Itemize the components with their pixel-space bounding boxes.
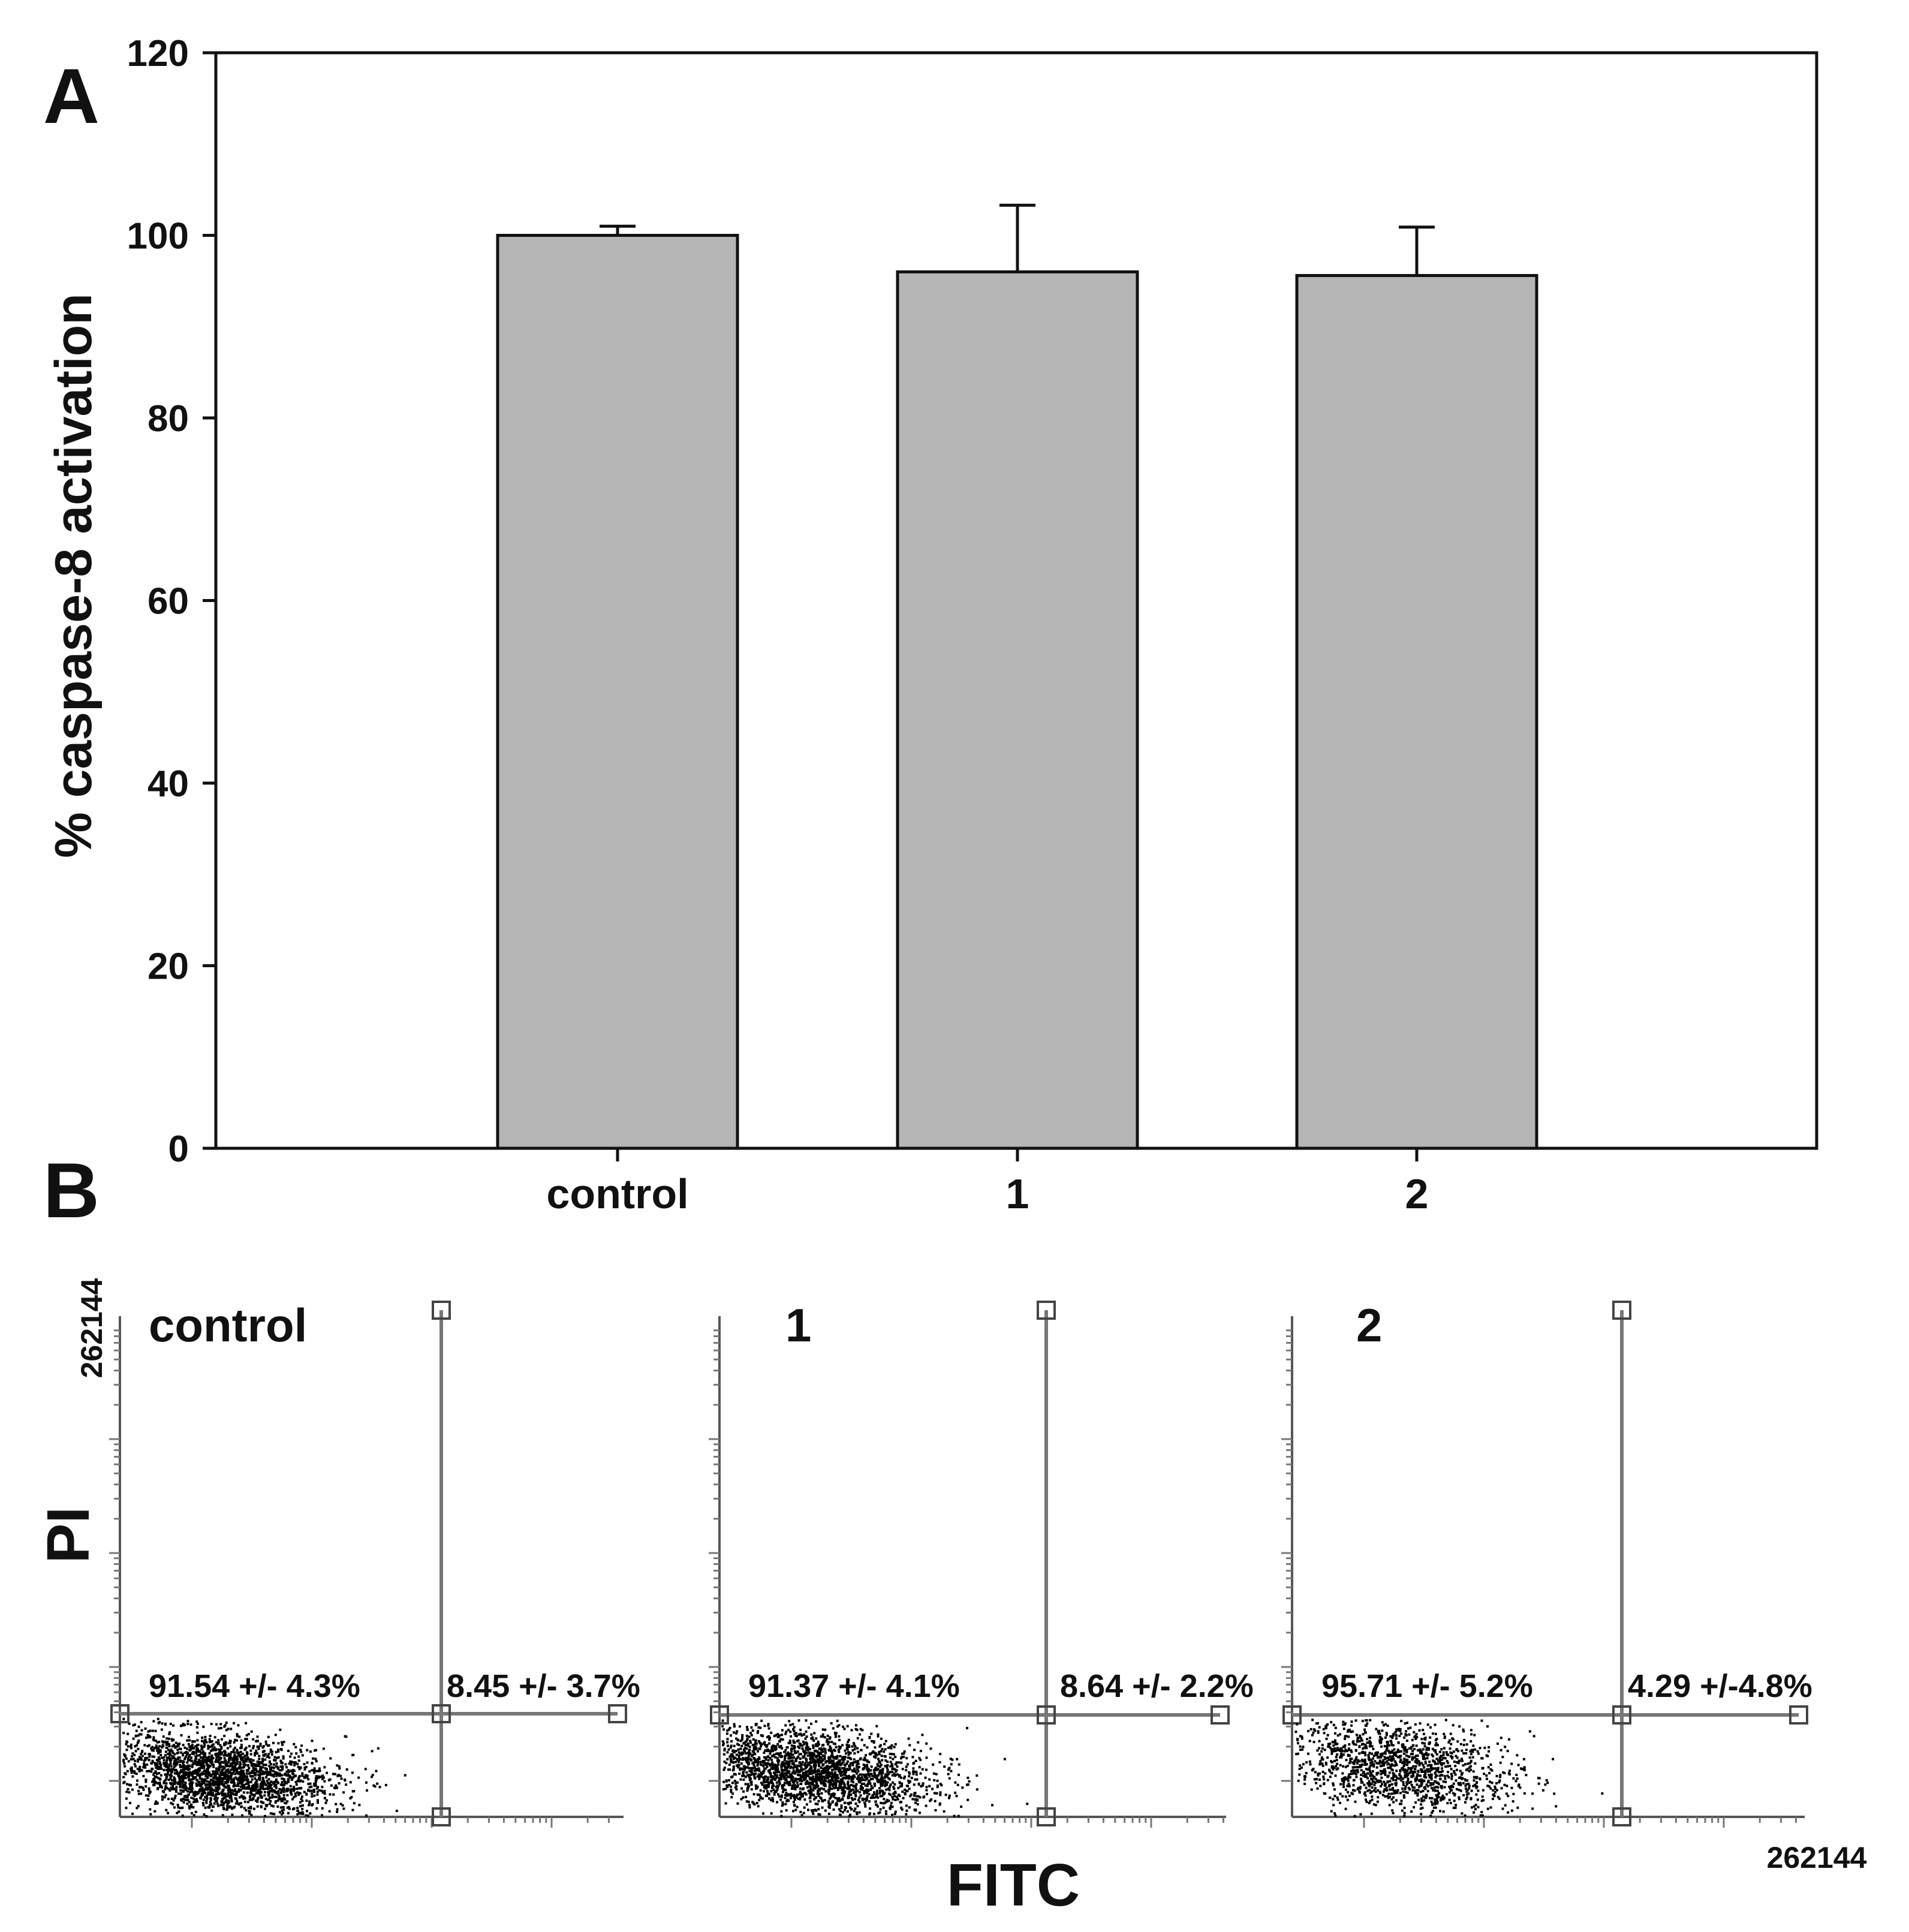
quadrant-handle: [1612, 1807, 1631, 1826]
flow-plot-1: 1 91.37 +/- 4.1% 8.64 +/- 2.2%: [709, 1299, 1254, 1828]
quadrant-handle: [110, 1704, 130, 1723]
cell-dots: [122, 1717, 407, 1817]
flow-y-ticks: [109, 1329, 120, 1782]
flow-plot-2: 2 95.71 +/- 5.2% 4.29 +/-4.8%: [1281, 1299, 1812, 1828]
bar: [1295, 273, 1538, 1150]
quadrant-handle: [608, 1704, 627, 1723]
x-axis: control 1 2: [546, 1148, 1428, 1217]
flow-x-ticks: [790, 1817, 1224, 1828]
quadrant-handle: [1789, 1705, 1808, 1725]
flow-y-ticks: [1281, 1329, 1292, 1782]
flow-plot-title: 2: [1356, 1299, 1382, 1352]
fitc-axis-label: FITC: [947, 1852, 1080, 1919]
cell-dots: [721, 1719, 1029, 1817]
y-tick-label: 100: [127, 216, 189, 257]
quadrant-handle: [432, 1301, 451, 1320]
flow-left-stat: 91.54 +/- 4.3%: [149, 1668, 360, 1704]
quadrant-handle: [432, 1704, 451, 1723]
y-tick-label: 80: [147, 398, 189, 440]
y-tick-label: 120: [127, 33, 189, 74]
flow-x-ticks: [191, 1817, 610, 1828]
flow-right-stat: 8.64 +/- 2.2%: [1060, 1668, 1254, 1704]
bar: [496, 234, 739, 1150]
bar-series: [496, 203, 1538, 1150]
cell-dots: [1294, 1719, 1604, 1817]
y-tick-label: 40: [147, 763, 189, 805]
flow-right-stat: 8.45 +/- 3.7%: [447, 1668, 640, 1704]
flow-plot-title: control: [149, 1299, 307, 1352]
quadrant-handle: [1211, 1705, 1230, 1725]
quadrant-handle: [1282, 1705, 1302, 1725]
x-tick-label: 2: [1405, 1170, 1429, 1217]
flow-y-ticks: [709, 1329, 719, 1782]
quadrant-handle: [1037, 1807, 1056, 1826]
x-tick-label: control: [546, 1170, 688, 1217]
y-max-label: 262144: [75, 1278, 109, 1378]
flow-plot-control: control 91.54 +/- 4.3% 8.45 +/- 3.7%: [109, 1299, 640, 1828]
y-tick-label: 60: [147, 581, 189, 622]
bar: [896, 270, 1139, 1150]
panel-a-letter: A: [43, 52, 100, 140]
y-axis-title: % caspase-8 activation: [45, 293, 103, 858]
y-axis: 0 20 40 60 80 100 120: [127, 33, 216, 1170]
quadrant-handle: [1612, 1705, 1631, 1725]
y-tick-label: 0: [168, 1128, 189, 1170]
quadrant-handle: [1037, 1301, 1056, 1320]
quadrant-handle: [1037, 1705, 1056, 1725]
y-tick-label: 20: [147, 946, 189, 988]
quadrant-handle: [710, 1705, 729, 1725]
flow-x-ticks: [1363, 1817, 1797, 1828]
quadrant-handle: [1612, 1301, 1631, 1320]
panel-b-letter: B: [43, 1146, 100, 1234]
pi-axis-label: PI: [35, 1507, 102, 1563]
flow-plot-title: 1: [785, 1299, 811, 1352]
flow-left-stat: 91.37 +/- 4.1%: [748, 1668, 960, 1704]
x-tick-label: 1: [1006, 1170, 1029, 1217]
flow-left-stat: 95.71 +/- 5.2%: [1321, 1668, 1533, 1704]
flow-right-stat: 4.29 +/-4.8%: [1628, 1668, 1812, 1704]
quadrant-handle: [432, 1807, 451, 1826]
x-max-label: 262144: [1767, 1841, 1867, 1874]
